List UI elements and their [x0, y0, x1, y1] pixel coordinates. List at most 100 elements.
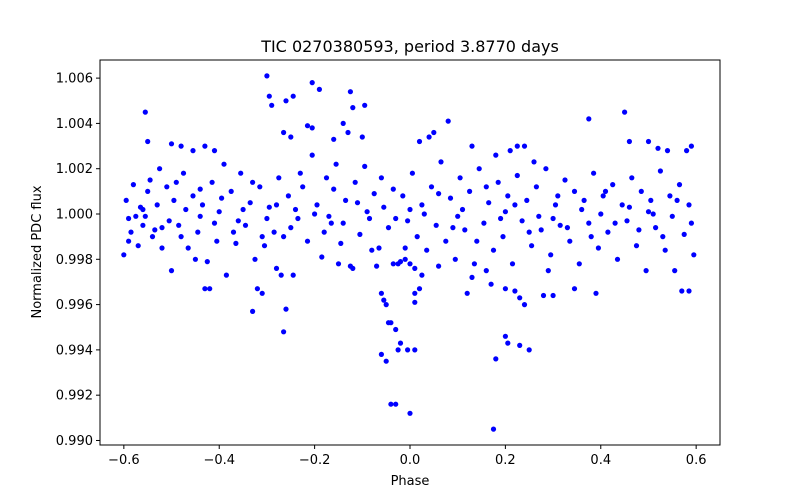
- data-point: [257, 184, 263, 190]
- data-point: [550, 292, 556, 299]
- data-point: [266, 204, 272, 210]
- data-point: [571, 286, 578, 292]
- x-tick-label: −0.4: [203, 453, 235, 468]
- data-point: [576, 261, 582, 267]
- data-point: [295, 215, 301, 222]
- data-point: [359, 134, 365, 140]
- data-point: [676, 182, 683, 188]
- data-point: [343, 197, 349, 203]
- data-point: [397, 340, 404, 346]
- data-point: [242, 222, 249, 228]
- data-point: [526, 347, 532, 353]
- data-point: [691, 252, 697, 258]
- data-point: [557, 222, 563, 228]
- data-point: [254, 286, 260, 292]
- chart-title: TIC 0270380593, period 3.8770 days: [260, 37, 559, 56]
- data-point: [168, 268, 175, 274]
- data-point: [602, 188, 609, 194]
- data-point: [331, 186, 337, 192]
- data-point: [419, 202, 425, 208]
- data-point: [412, 299, 418, 305]
- data-point: [495, 179, 501, 185]
- data-point: [550, 215, 556, 222]
- data-point: [166, 218, 172, 224]
- data-point: [278, 272, 284, 278]
- data-point: [250, 308, 256, 314]
- data-point: [152, 227, 158, 233]
- data-point: [252, 256, 258, 262]
- y-tick-label: 0.990: [56, 434, 93, 449]
- data-point: [121, 252, 127, 258]
- data-point: [586, 116, 592, 122]
- data-point: [133, 213, 139, 219]
- data-point: [354, 200, 361, 206]
- y-tick-label: 1.004: [56, 117, 93, 132]
- data-point: [395, 347, 401, 353]
- data-point: [505, 193, 511, 199]
- data-point: [529, 243, 535, 249]
- data-point: [593, 290, 599, 296]
- data-point: [409, 170, 415, 176]
- y-tick-label: 0.998: [56, 253, 93, 268]
- data-point: [614, 256, 621, 262]
- data-point: [390, 261, 396, 267]
- data-point: [259, 234, 265, 240]
- data-point: [304, 123, 311, 129]
- data-point: [335, 261, 342, 267]
- data-point: [521, 143, 528, 149]
- data-point: [445, 118, 451, 124]
- data-point: [672, 268, 678, 274]
- data-point: [533, 184, 540, 190]
- x-axis-label: Phase: [391, 474, 430, 489]
- data-point: [493, 356, 499, 362]
- data-point: [145, 138, 151, 145]
- data-point: [378, 290, 384, 296]
- data-point: [192, 256, 198, 262]
- data-point: [688, 220, 695, 226]
- data-point: [333, 161, 339, 167]
- data-point: [376, 245, 382, 251]
- data-point: [624, 218, 630, 224]
- data-point: [555, 193, 561, 199]
- data-point: [407, 410, 413, 416]
- data-point: [476, 166, 482, 172]
- data-point: [259, 290, 265, 296]
- data-point: [595, 245, 602, 251]
- data-point: [552, 202, 559, 208]
- data-point: [219, 195, 225, 201]
- data-point: [462, 227, 468, 233]
- data-point: [164, 184, 170, 190]
- data-point: [433, 222, 439, 228]
- data-point: [350, 265, 356, 271]
- data-point: [443, 238, 449, 244]
- data-point: [645, 209, 652, 215]
- data-point: [276, 175, 282, 181]
- data-point: [538, 227, 544, 233]
- data-point: [235, 218, 241, 224]
- data-point: [126, 215, 132, 222]
- data-point: [211, 148, 218, 154]
- data-point: [195, 229, 201, 235]
- data-point: [402, 245, 408, 251]
- scatter-points: [121, 73, 697, 432]
- data-point: [135, 243, 141, 249]
- data-point: [366, 215, 373, 222]
- data-point: [283, 306, 289, 312]
- y-tick-label: 1.000: [56, 208, 93, 223]
- data-point: [157, 166, 163, 172]
- data-point: [543, 166, 549, 172]
- data-point: [545, 268, 551, 274]
- data-point: [216, 209, 222, 215]
- data-point: [250, 179, 256, 185]
- data-point: [214, 238, 220, 244]
- data-point: [436, 263, 442, 269]
- data-point: [414, 234, 420, 240]
- data-point: [388, 320, 394, 326]
- data-point: [297, 170, 303, 176]
- y-axis-label: Normalized PDC flux: [30, 185, 45, 318]
- data-point: [350, 105, 356, 111]
- data-point: [509, 261, 516, 267]
- y-axis: 0.990 0.992 0.994 0.996 0.998 1.000 1.002 1.004…: [56, 72, 100, 449]
- data-point: [447, 195, 454, 201]
